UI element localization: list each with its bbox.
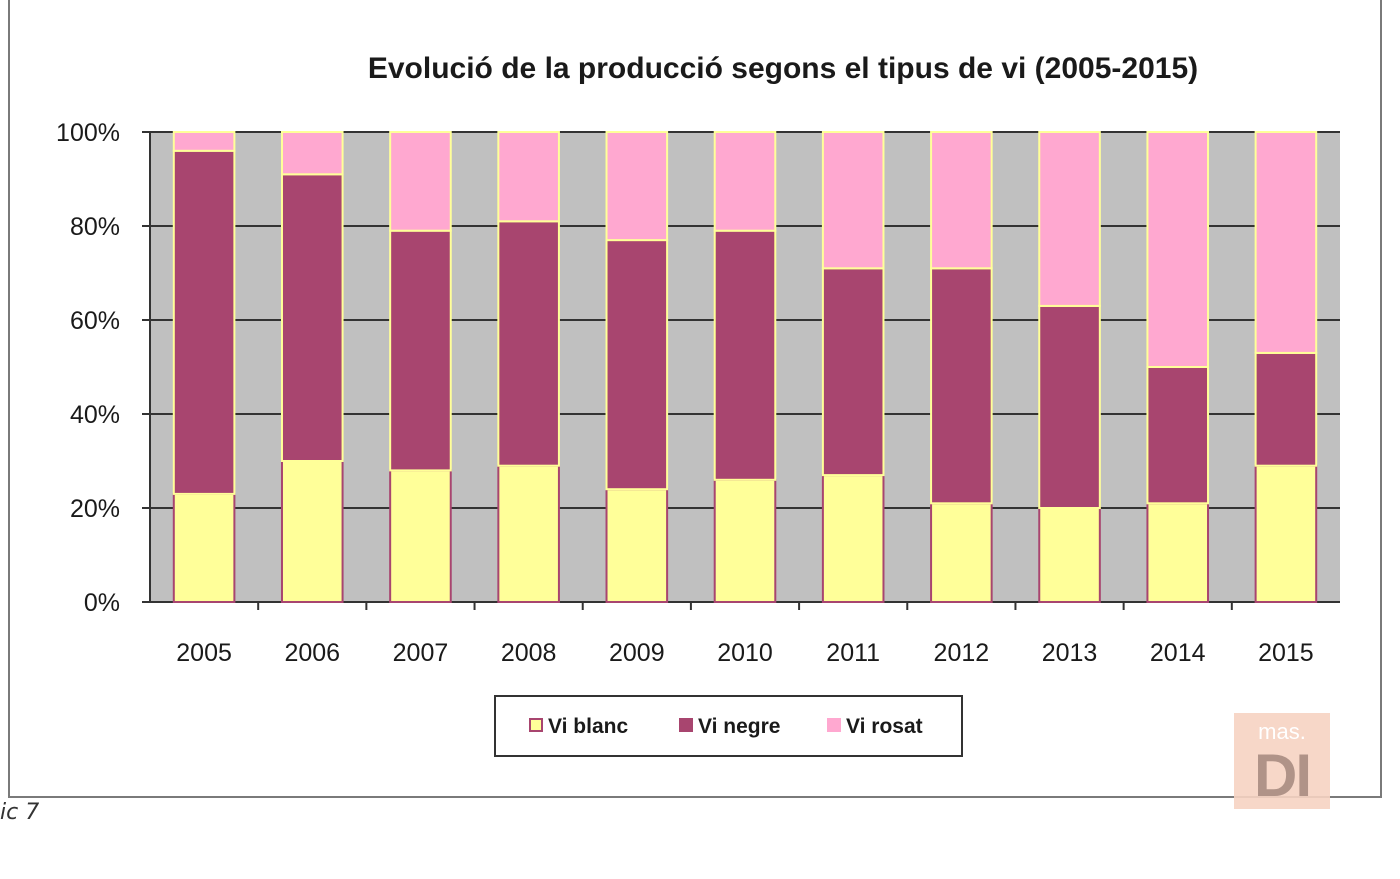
bar-vi-rosat xyxy=(389,131,452,232)
bar-vi-rosat xyxy=(930,131,993,270)
watermark-logo: mas. DI xyxy=(1234,713,1330,809)
bar-vi-rosat xyxy=(172,131,236,152)
x-tick-label: 2015 xyxy=(1258,639,1314,667)
bar-vi-rosat xyxy=(1146,131,1210,368)
bar-vi-blanc xyxy=(497,464,560,604)
bar-vi-negre xyxy=(605,239,669,491)
bar-vi-negre xyxy=(280,173,344,463)
x-tick-label: 2013 xyxy=(1042,639,1098,667)
bar-vi-rosat xyxy=(821,131,885,270)
bar-vi-blanc xyxy=(930,502,993,603)
bar-vi-blanc xyxy=(821,474,885,604)
y-tick-label: 20% xyxy=(70,495,120,523)
bar-vi-negre xyxy=(1254,351,1318,467)
y-tick-label: 80% xyxy=(70,213,120,241)
bar-vi-negre xyxy=(497,220,560,467)
bar-vi-negre xyxy=(1038,304,1101,509)
bar-vi-rosat xyxy=(1038,131,1101,307)
bar-vi-blanc xyxy=(713,478,777,603)
legend-swatch xyxy=(679,718,693,732)
bar-vi-negre xyxy=(713,229,777,481)
watermark-main: DI xyxy=(1254,742,1312,809)
bar-vi-rosat xyxy=(280,131,344,176)
bar-vi-rosat xyxy=(497,131,560,223)
x-tick-label: 2007 xyxy=(393,639,449,667)
bar-vi-negre xyxy=(172,149,236,495)
bar-vi-blanc xyxy=(605,488,669,604)
bar-vi-blanc xyxy=(172,492,236,603)
legend-label: Vi blanc xyxy=(548,715,628,738)
bar-vi-blanc xyxy=(389,469,452,603)
bar-vi-rosat xyxy=(605,131,669,242)
x-tick-label: 2010 xyxy=(717,639,773,667)
x-tick-label: 2011 xyxy=(826,639,880,667)
bar-vi-negre xyxy=(821,267,885,477)
bar-vi-negre xyxy=(389,229,452,472)
x-tick-label: 2005 xyxy=(176,639,232,667)
chart-title: Evolució de la producció segons el tipus… xyxy=(368,52,1198,85)
x-tick-label: 2006 xyxy=(284,639,340,667)
bar-vi-rosat xyxy=(713,131,777,232)
legend-swatch xyxy=(529,718,543,732)
legend-swatch xyxy=(827,718,841,732)
bar-vi-blanc xyxy=(1146,502,1210,603)
y-tick-label: 60% xyxy=(70,307,120,335)
bar-vi-blanc xyxy=(1038,507,1101,603)
bar-vi-negre xyxy=(1146,366,1210,505)
legend-label: Vi rosat xyxy=(846,715,923,738)
bar-vi-negre xyxy=(930,267,993,505)
x-tick-label: 2009 xyxy=(609,639,665,667)
legend-label: Vi negre xyxy=(698,715,780,738)
y-tick-label: 40% xyxy=(70,401,120,429)
bar-vi-blanc xyxy=(1254,464,1318,604)
watermark-top: mas. xyxy=(1258,719,1306,744)
bar-vi-blanc xyxy=(280,460,344,603)
bar-vi-rosat xyxy=(1254,131,1318,354)
x-tick-label: 2014 xyxy=(1150,639,1206,667)
y-tick-label: 100% xyxy=(56,119,120,147)
figure-caption: ic 7 xyxy=(0,800,40,825)
legend-box xyxy=(494,695,963,757)
x-tick-label: 2012 xyxy=(934,639,990,667)
x-tick-label: 2008 xyxy=(501,639,557,667)
y-tick-label: 0% xyxy=(84,589,120,617)
